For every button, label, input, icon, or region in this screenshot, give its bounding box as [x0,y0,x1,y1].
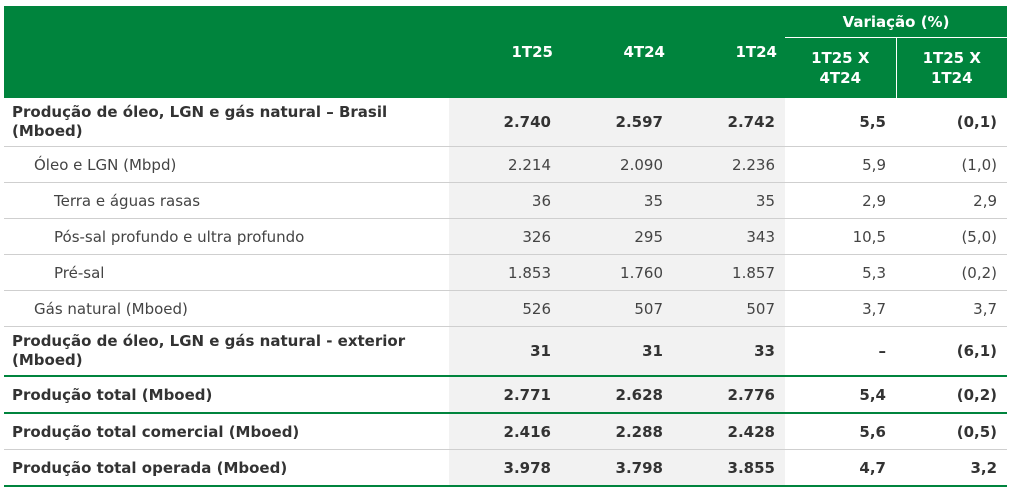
cell-1t25: 326 [449,218,561,255]
production-table: 1T25 4T24 1T24 Variação (%) 1T25 X 4T24 … [4,6,1008,487]
cell-1t24: 2.236 [673,146,785,183]
header-var-1t25-4t24: 1T25 X 4T24 [785,37,896,98]
table-row: Produção de óleo, LGN e gás natural - ex… [4,326,1008,377]
cell-1t24: 35 [673,182,785,219]
row-label: Produção total (Mboed) [4,376,449,414]
cell-var-1: 2,9 [785,182,896,219]
cell-4t24: 507 [561,290,673,327]
row-label: Pós-sal profundo e ultra profundo [4,218,449,255]
cell-var-2: (6,1) [896,326,1008,377]
header-var-1-line1: 1T25 X [811,49,870,67]
table-row: Produção de óleo, LGN e gás natural – Br… [4,98,1008,147]
cell-var-2: 3,7 [896,290,1008,327]
table-row: Gás natural (Mboed) 526 507 507 3,7 3,7 [4,290,1008,327]
header-col-4t24: 4T24 [561,6,673,98]
cell-1t25: 2.416 [449,413,561,450]
cell-1t25: 526 [449,290,561,327]
cell-1t25: 36 [449,182,561,219]
row-label: Produção total comercial (Mboed) [4,413,449,450]
cell-4t24: 35 [561,182,673,219]
row-label: Produção total operada (Mboed) [4,449,449,487]
cell-var-2: (0,1) [896,98,1008,147]
cell-var-2: (0,2) [896,254,1008,291]
row-label: Produção de óleo, LGN e gás natural – Br… [4,98,449,147]
cell-var-2: (0,5) [896,413,1008,450]
header-var-2-line2: 1T24 [930,69,973,87]
table-row: Produção total operada (Mboed) 3.978 3.7… [4,449,1008,487]
cell-4t24: 31 [561,326,673,377]
header-col-1t25: 1T25 [449,6,561,98]
header-var-2-line1: 1T25 X [922,49,981,67]
cell-var-2: (5,0) [896,218,1008,255]
cell-var-1: 3,7 [785,290,896,327]
header-variation-group: Variação (%) [785,6,1008,38]
cell-4t24: 2.597 [561,98,673,147]
cell-var-1: 5,9 [785,146,896,183]
cell-4t24: 1.760 [561,254,673,291]
row-label: Gás natural (Mboed) [4,290,449,327]
cell-var-2: (0,2) [896,376,1008,414]
table-row: Pré-sal 1.853 1.760 1.857 5,3 (0,2) [4,254,1008,291]
cell-1t25: 1.853 [449,254,561,291]
cell-var-1: 5,5 [785,98,896,147]
table-row: Terra e águas rasas 36 35 35 2,9 2,9 [4,182,1008,219]
row-label: Pré-sal [4,254,449,291]
cell-1t24: 3.855 [673,449,785,487]
cell-1t24: 2.742 [673,98,785,147]
header-col-1t24: 1T24 [673,6,785,98]
header-var-1-line2: 4T24 [819,69,862,87]
cell-1t25: 3.978 [449,449,561,487]
cell-4t24: 2.090 [561,146,673,183]
cell-var-1: – [785,326,896,377]
cell-var-2: 3,2 [896,449,1008,487]
header-blank [4,6,449,98]
cell-1t24: 507 [673,290,785,327]
cell-var-1: 4,7 [785,449,896,487]
table-body: Produção de óleo, LGN e gás natural – Br… [4,98,1008,487]
row-label: Terra e águas rasas [4,182,449,219]
cell-var-1: 5,4 [785,376,896,414]
row-label: Produção de óleo, LGN e gás natural - ex… [4,326,449,377]
cell-1t24: 1.857 [673,254,785,291]
table-row: Óleo e LGN (Mbpd) 2.214 2.090 2.236 5,9 … [4,146,1008,183]
table-row: Produção total (Mboed) 2.771 2.628 2.776… [4,376,1008,414]
cell-1t24: 2.428 [673,413,785,450]
cell-4t24: 2.288 [561,413,673,450]
cell-1t25: 2.214 [449,146,561,183]
cell-var-1: 5,3 [785,254,896,291]
cell-4t24: 2.628 [561,376,673,414]
cell-1t25: 2.740 [449,98,561,147]
table-row: Pós-sal profundo e ultra profundo 326 29… [4,218,1008,255]
cell-var-1: 10,5 [785,218,896,255]
cell-1t24: 33 [673,326,785,377]
cell-1t25: 31 [449,326,561,377]
cell-1t25: 2.771 [449,376,561,414]
header-var-1t25-1t24: 1T25 X 1T24 [895,37,1008,98]
cell-var-2: 2,9 [896,182,1008,219]
cell-4t24: 295 [561,218,673,255]
cell-4t24: 3.798 [561,449,673,487]
cell-1t24: 343 [673,218,785,255]
cell-var-2: (1,0) [896,146,1008,183]
row-label: Óleo e LGN (Mbpd) [4,146,449,183]
table-header: 1T25 4T24 1T24 Variação (%) 1T25 X 4T24 … [4,6,1008,98]
cell-1t24: 2.776 [673,376,785,414]
table-row: Produção total comercial (Mboed) 2.416 2… [4,413,1008,450]
cell-var-1: 5,6 [785,413,896,450]
